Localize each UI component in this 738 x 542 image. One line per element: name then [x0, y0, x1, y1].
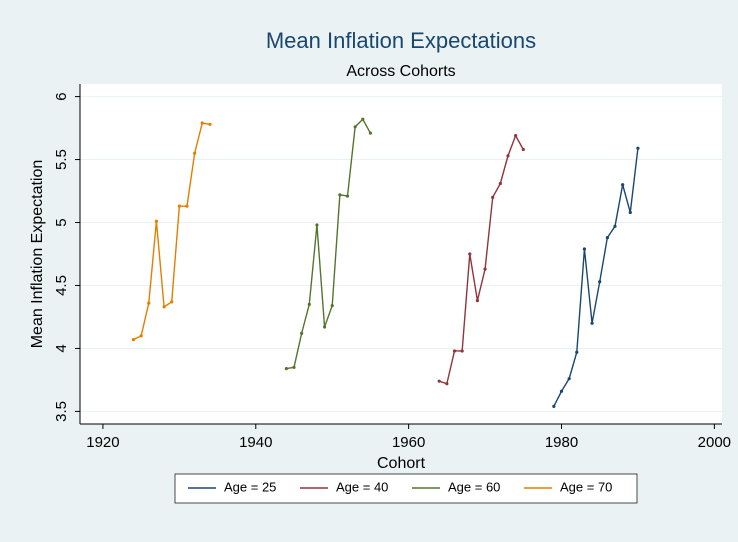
y-axis-label: Mean Inflation Expectation	[29, 160, 46, 349]
point	[613, 224, 617, 228]
point	[208, 122, 212, 126]
x-axis-label: Cohort	[377, 455, 426, 472]
point	[582, 247, 587, 251]
point	[170, 300, 174, 304]
point	[445, 382, 449, 386]
y-tick-label: 6	[53, 92, 70, 100]
point	[514, 134, 518, 138]
point	[590, 321, 594, 325]
point	[452, 349, 457, 353]
point	[575, 350, 579, 354]
point	[437, 379, 441, 383]
point	[284, 366, 288, 371]
point	[353, 125, 357, 129]
point	[154, 219, 159, 223]
point	[460, 349, 464, 353]
point	[193, 151, 197, 155]
point	[300, 331, 304, 335]
series-line	[553, 148, 639, 407]
point	[368, 131, 373, 135]
point	[147, 301, 151, 305]
point	[468, 252, 472, 256]
x-tick-label: 1920	[86, 434, 119, 451]
point	[330, 304, 334, 308]
series-line	[438, 133, 524, 385]
y-tick-label: 5.5	[53, 149, 70, 170]
point	[621, 183, 625, 187]
point	[139, 334, 143, 338]
point	[292, 365, 296, 369]
y-tick-label: 3.5	[53, 401, 70, 422]
plot-area	[80, 84, 722, 424]
point	[483, 267, 487, 271]
point	[307, 302, 311, 306]
point	[315, 223, 319, 227]
point	[185, 204, 189, 208]
legend-label: Age = 25	[224, 479, 276, 494]
legend-label: Age = 40	[336, 479, 388, 494]
chart-title: Mean Inflation Expectations	[266, 28, 536, 53]
point	[552, 404, 556, 408]
point	[605, 236, 609, 240]
x-tick-label: 1940	[239, 434, 272, 451]
legend	[174, 473, 638, 504]
x-tick-label: 1960	[392, 434, 425, 451]
series-line	[286, 118, 372, 370]
point	[162, 305, 166, 309]
point	[177, 204, 181, 208]
chart-subtitle: Across Cohorts	[346, 63, 455, 80]
point	[559, 389, 564, 393]
point	[628, 210, 632, 215]
point	[338, 193, 342, 197]
point	[636, 146, 640, 150]
point	[322, 325, 327, 329]
y-tick-label: 5	[53, 218, 70, 226]
point	[361, 117, 365, 121]
point	[131, 338, 136, 342]
y-tick-label: 4.5	[53, 275, 70, 296]
y-tick-label: 4	[53, 344, 70, 352]
x-tick-label: 2000	[698, 434, 731, 451]
point	[498, 181, 502, 186]
legend-label: Age = 70	[560, 479, 612, 494]
point	[521, 147, 525, 152]
legend-label: Age = 60	[448, 479, 500, 494]
point	[345, 194, 350, 198]
point	[491, 195, 495, 199]
x-tick-label: 1980	[545, 434, 578, 451]
point	[200, 121, 204, 125]
point	[598, 280, 602, 284]
point	[506, 154, 510, 158]
point	[475, 298, 480, 303]
point	[567, 377, 571, 381]
